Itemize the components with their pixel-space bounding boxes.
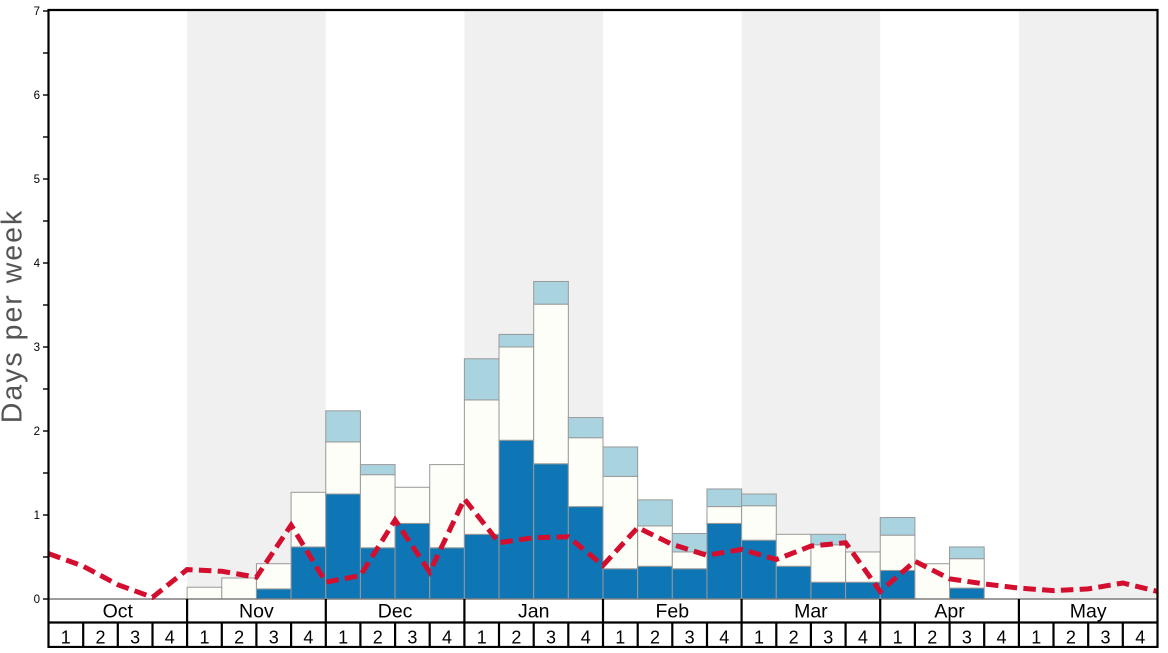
svg-text:0: 0 [34, 594, 40, 606]
svg-text:Nov: Nov [239, 601, 274, 623]
svg-text:Mar: Mar [794, 601, 828, 623]
svg-text:Jan: Jan [518, 601, 549, 623]
svg-text:2: 2 [1066, 628, 1076, 648]
svg-text:Apr: Apr [934, 601, 965, 623]
svg-text:1: 1 [1031, 628, 1041, 648]
svg-text:4: 4 [1135, 628, 1145, 648]
svg-text:4: 4 [165, 628, 175, 648]
svg-text:1: 1 [61, 628, 71, 648]
svg-text:4: 4 [719, 628, 729, 648]
svg-text:4: 4 [996, 628, 1006, 648]
svg-text:5: 5 [34, 174, 40, 186]
svg-text:3: 3 [130, 628, 140, 648]
svg-text:2: 2 [789, 628, 799, 648]
svg-text:1: 1 [34, 510, 40, 522]
svg-text:Oct: Oct [103, 601, 134, 623]
svg-text:4: 4 [581, 628, 591, 648]
svg-text:2: 2 [650, 628, 660, 648]
svg-text:1: 1 [199, 628, 209, 648]
svg-text:3: 3 [823, 628, 833, 648]
svg-text:Days per week: Days per week [0, 209, 29, 424]
svg-text:1: 1 [754, 628, 764, 648]
svg-text:3: 3 [34, 342, 40, 354]
svg-text:1: 1 [615, 628, 625, 648]
svg-text:2: 2 [373, 628, 383, 648]
svg-text:3: 3 [685, 628, 695, 648]
svg-text:May: May [1070, 601, 1107, 623]
svg-text:Dec: Dec [378, 601, 413, 623]
svg-text:2: 2 [927, 628, 937, 648]
svg-text:3: 3 [407, 628, 417, 648]
svg-text:4: 4 [303, 628, 313, 648]
svg-text:6: 6 [34, 90, 40, 102]
svg-text:4: 4 [442, 628, 452, 648]
svg-text:2: 2 [95, 628, 105, 648]
svg-text:7: 7 [34, 6, 40, 18]
svg-text:Feb: Feb [655, 601, 689, 623]
svg-text:1: 1 [893, 628, 903, 648]
svg-text:2: 2 [511, 628, 521, 648]
svg-text:3: 3 [546, 628, 556, 648]
svg-text:2: 2 [234, 628, 244, 648]
svg-text:3: 3 [269, 628, 279, 648]
svg-text:1: 1 [477, 628, 487, 648]
svg-text:2: 2 [34, 426, 40, 438]
svg-text:3: 3 [1100, 628, 1110, 648]
svg-text:3: 3 [962, 628, 972, 648]
svg-text:1: 1 [338, 628, 348, 648]
svg-text:4: 4 [34, 258, 41, 270]
svg-text:4: 4 [858, 628, 868, 648]
